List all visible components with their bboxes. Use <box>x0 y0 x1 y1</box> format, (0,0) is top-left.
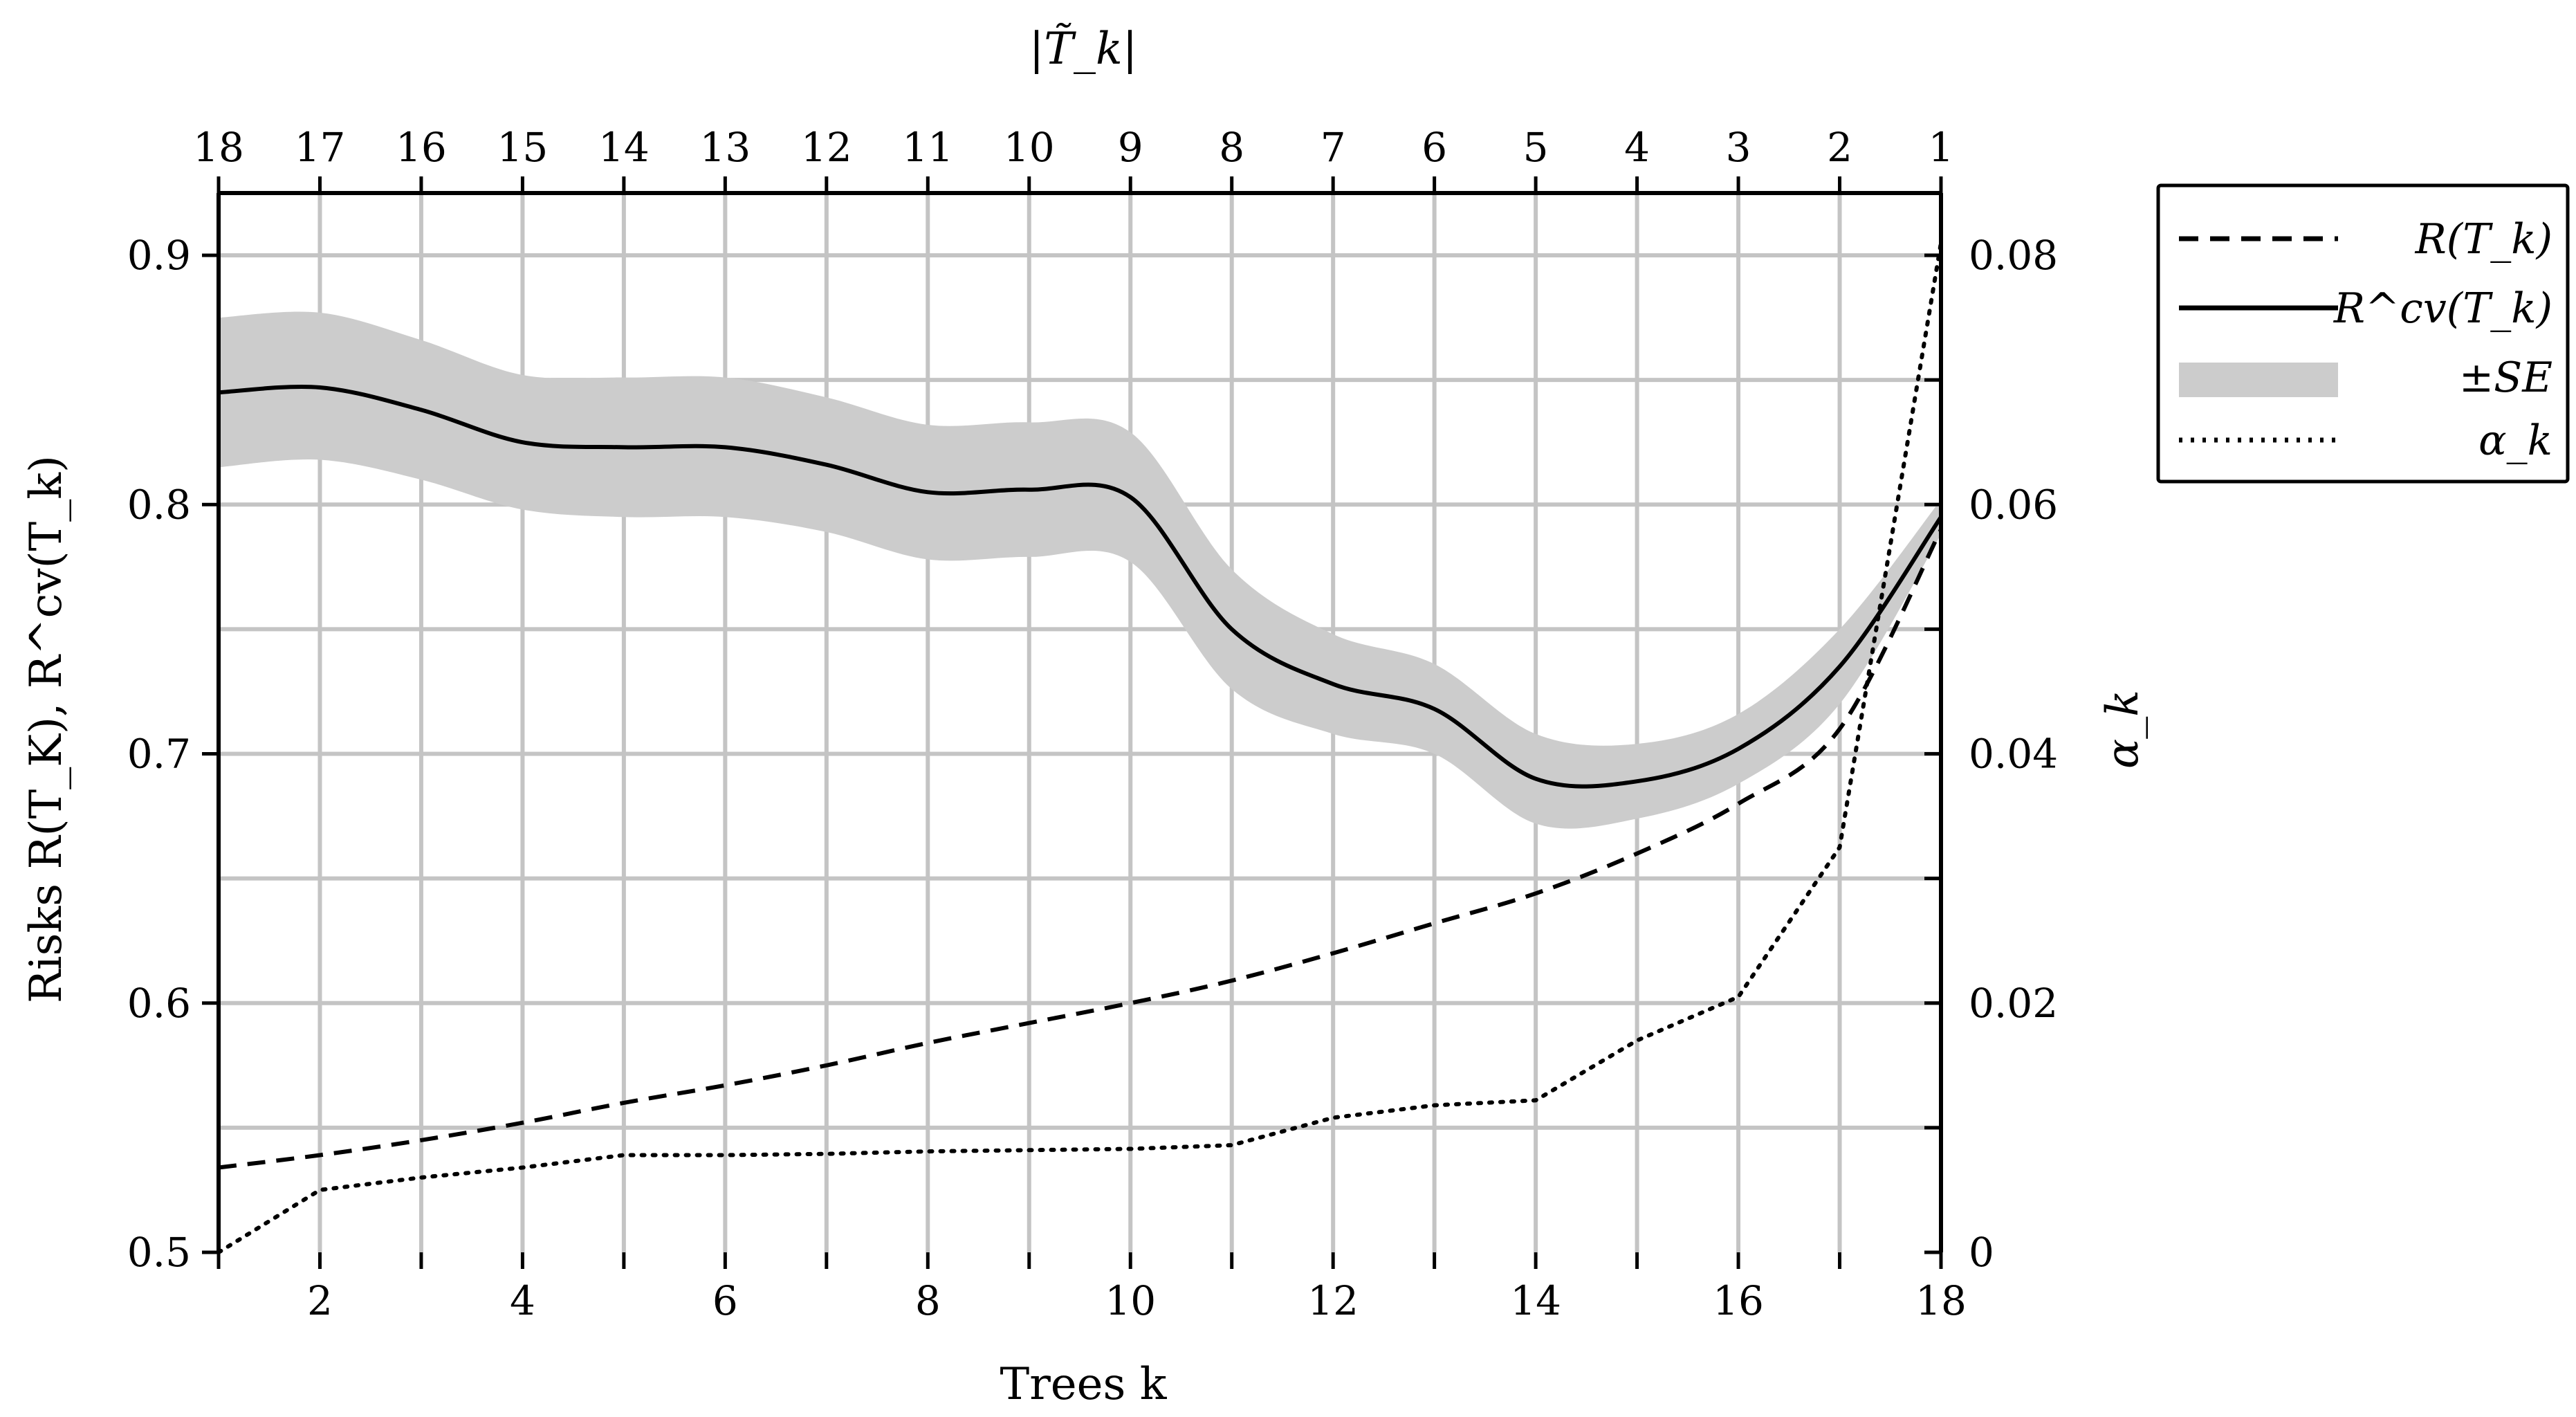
x-tick-label: 8 <box>915 1277 941 1324</box>
legend-label-rcv: R^cv(T_k) <box>2333 284 2552 333</box>
top-tick-label: 7 <box>1321 124 1346 171</box>
legend-label-se: ±SE <box>2459 354 2552 402</box>
x-axis-label: Trees k <box>1000 1359 1168 1410</box>
y2-tick-label: 0.06 <box>1969 481 2058 528</box>
y2-tick-label: 0 <box>1969 1229 1994 1276</box>
top-tick-label: 2 <box>1827 124 1852 171</box>
y2-tick-label: 0.02 <box>1969 980 2058 1027</box>
y-tick-label: 0.6 <box>127 980 191 1027</box>
top-tick-label: 14 <box>598 124 650 171</box>
top-tick-label: 9 <box>1118 124 1143 171</box>
top-tick-label: 16 <box>396 124 447 171</box>
legend-label-se-text: ±SE <box>2459 354 2552 402</box>
legend-label-alpha: α_k <box>2478 417 2552 465</box>
x-tick-label: 14 <box>1510 1277 1561 1324</box>
y-axis-label-text: Risks R(T_K), R^cv(T_k) <box>21 455 72 1003</box>
axes <box>217 191 1943 1252</box>
top-tick-label: 12 <box>801 124 852 171</box>
y-axis-label: Risks R(T_K), R^cv(T_k) <box>21 455 72 1003</box>
series-line-r <box>218 528 1943 1170</box>
legend-label-rcv-text: R^cv(T_k) <box>2333 284 2552 333</box>
top-axis-label-text: |T̃_k| <box>1029 23 1138 75</box>
series-line-rcv <box>218 384 1943 789</box>
legend-label-r-text: R(T_k) <box>2415 215 2552 264</box>
y2-tick-label: 0.08 <box>1969 232 2058 279</box>
x-tick-label: 16 <box>1713 1277 1764 1324</box>
legend-label-alpha-text: α_k <box>2478 417 2552 465</box>
x-axis-label-text: Trees k <box>1000 1359 1168 1410</box>
top-tick-label: 4 <box>1624 124 1650 171</box>
y2-tick-label: 0.04 <box>1969 731 2058 778</box>
x-tick-label: 12 <box>1307 1277 1359 1324</box>
top-tick-label: 1 <box>1929 124 1954 171</box>
top-tick-label: 5 <box>1523 124 1549 171</box>
top-axis-label: |T̃_k| <box>1029 23 1138 75</box>
legend-swatch-band <box>2179 363 2338 397</box>
legend: R(T_k) R^cv(T_k) ±SE α_k <box>2156 183 2570 484</box>
se-band-layer <box>219 311 1941 829</box>
y2-axis-label-text: α_k <box>2097 690 2149 769</box>
series-lines <box>217 241 1943 1254</box>
grid <box>217 193 1943 1252</box>
se-band <box>219 311 1941 829</box>
legend-box <box>2156 183 2570 484</box>
x-tick-label: 4 <box>510 1277 535 1324</box>
top-tick-label: 13 <box>699 124 751 171</box>
x-tick-label: 2 <box>307 1277 333 1324</box>
top-tick-label: 8 <box>1219 124 1244 171</box>
y-tick-label: 0.5 <box>127 1229 191 1276</box>
x-tick-label: 6 <box>712 1277 738 1324</box>
legend-label-r: R(T_k) <box>2415 215 2552 264</box>
top-tick-label: 10 <box>1004 124 1055 171</box>
top-tick-label: 11 <box>902 124 953 171</box>
y2-axis-label: α_k <box>2097 690 2149 769</box>
x-tick-label: 18 <box>1915 1277 1967 1324</box>
top-tick-label: 15 <box>497 124 549 171</box>
top-tick-label: 17 <box>295 124 346 171</box>
y-tick-label: 0.7 <box>127 731 191 778</box>
top-tick-label: 6 <box>1422 124 1447 171</box>
y-tick-label: 0.9 <box>127 232 191 279</box>
top-tick-label: 18 <box>193 124 244 171</box>
x-tick-label: 10 <box>1105 1277 1156 1324</box>
y-tick-label: 0.8 <box>127 481 191 528</box>
top-tick-label: 3 <box>1726 124 1751 171</box>
